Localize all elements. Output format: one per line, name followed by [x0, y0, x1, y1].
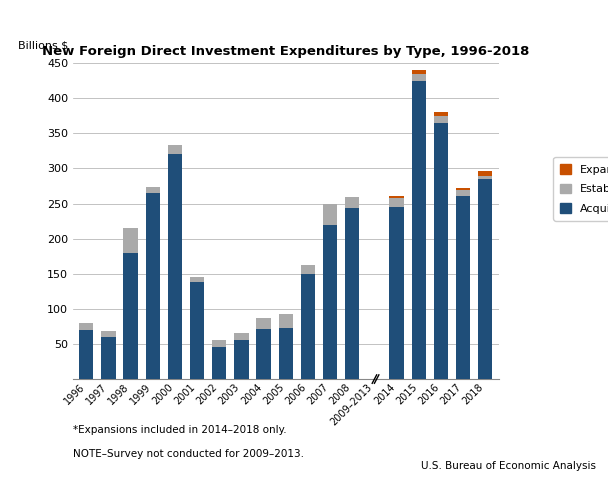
Bar	[168, 145, 182, 155]
Bar	[212, 347, 226, 379]
Bar	[145, 188, 160, 193]
Legend: Expansions*, Establishments, Acquisitions: Expansions*, Establishments, Acquisition…	[553, 157, 608, 221]
Bar	[389, 207, 404, 379]
Text: NOTE–Survey not conducted for 2009–2013.: NOTE–Survey not conducted for 2009–2013.	[73, 449, 304, 459]
Bar	[478, 175, 492, 179]
Bar	[456, 190, 471, 196]
Bar	[456, 188, 471, 190]
Text: U.S. Bureau of Economic Analysis: U.S. Bureau of Economic Analysis	[421, 461, 596, 471]
Bar	[123, 228, 138, 253]
Bar	[478, 171, 492, 175]
Bar	[412, 74, 426, 81]
Bar	[278, 314, 293, 328]
Bar	[323, 204, 337, 225]
Bar	[389, 196, 404, 198]
Bar	[257, 329, 271, 379]
Bar	[278, 328, 293, 379]
Bar	[190, 282, 204, 379]
Bar	[234, 333, 249, 341]
Bar	[389, 198, 404, 207]
Bar	[434, 116, 448, 123]
Bar	[234, 341, 249, 379]
Bar	[301, 274, 315, 379]
Bar	[434, 123, 448, 379]
Bar	[168, 155, 182, 379]
Bar	[79, 323, 94, 330]
Bar	[145, 193, 160, 379]
Bar	[434, 112, 448, 116]
Bar	[101, 337, 116, 379]
Bar	[345, 197, 359, 208]
Bar	[456, 196, 471, 379]
Bar	[478, 179, 492, 379]
Bar	[101, 331, 116, 337]
Bar	[257, 318, 271, 329]
Bar	[123, 253, 138, 379]
Bar	[412, 81, 426, 379]
Title: New Foreign Direct Investment Expenditures by Type, 1996-2018: New Foreign Direct Investment Expenditur…	[42, 45, 530, 58]
Bar	[301, 265, 315, 274]
Text: *Expansions included in 2014–2018 only.: *Expansions included in 2014–2018 only.	[73, 425, 286, 435]
Bar	[345, 208, 359, 379]
Bar	[412, 70, 426, 74]
Bar	[79, 330, 94, 379]
Text: Billions $: Billions $	[18, 40, 68, 51]
Bar	[323, 225, 337, 379]
Bar	[190, 277, 204, 282]
Bar	[212, 341, 226, 347]
